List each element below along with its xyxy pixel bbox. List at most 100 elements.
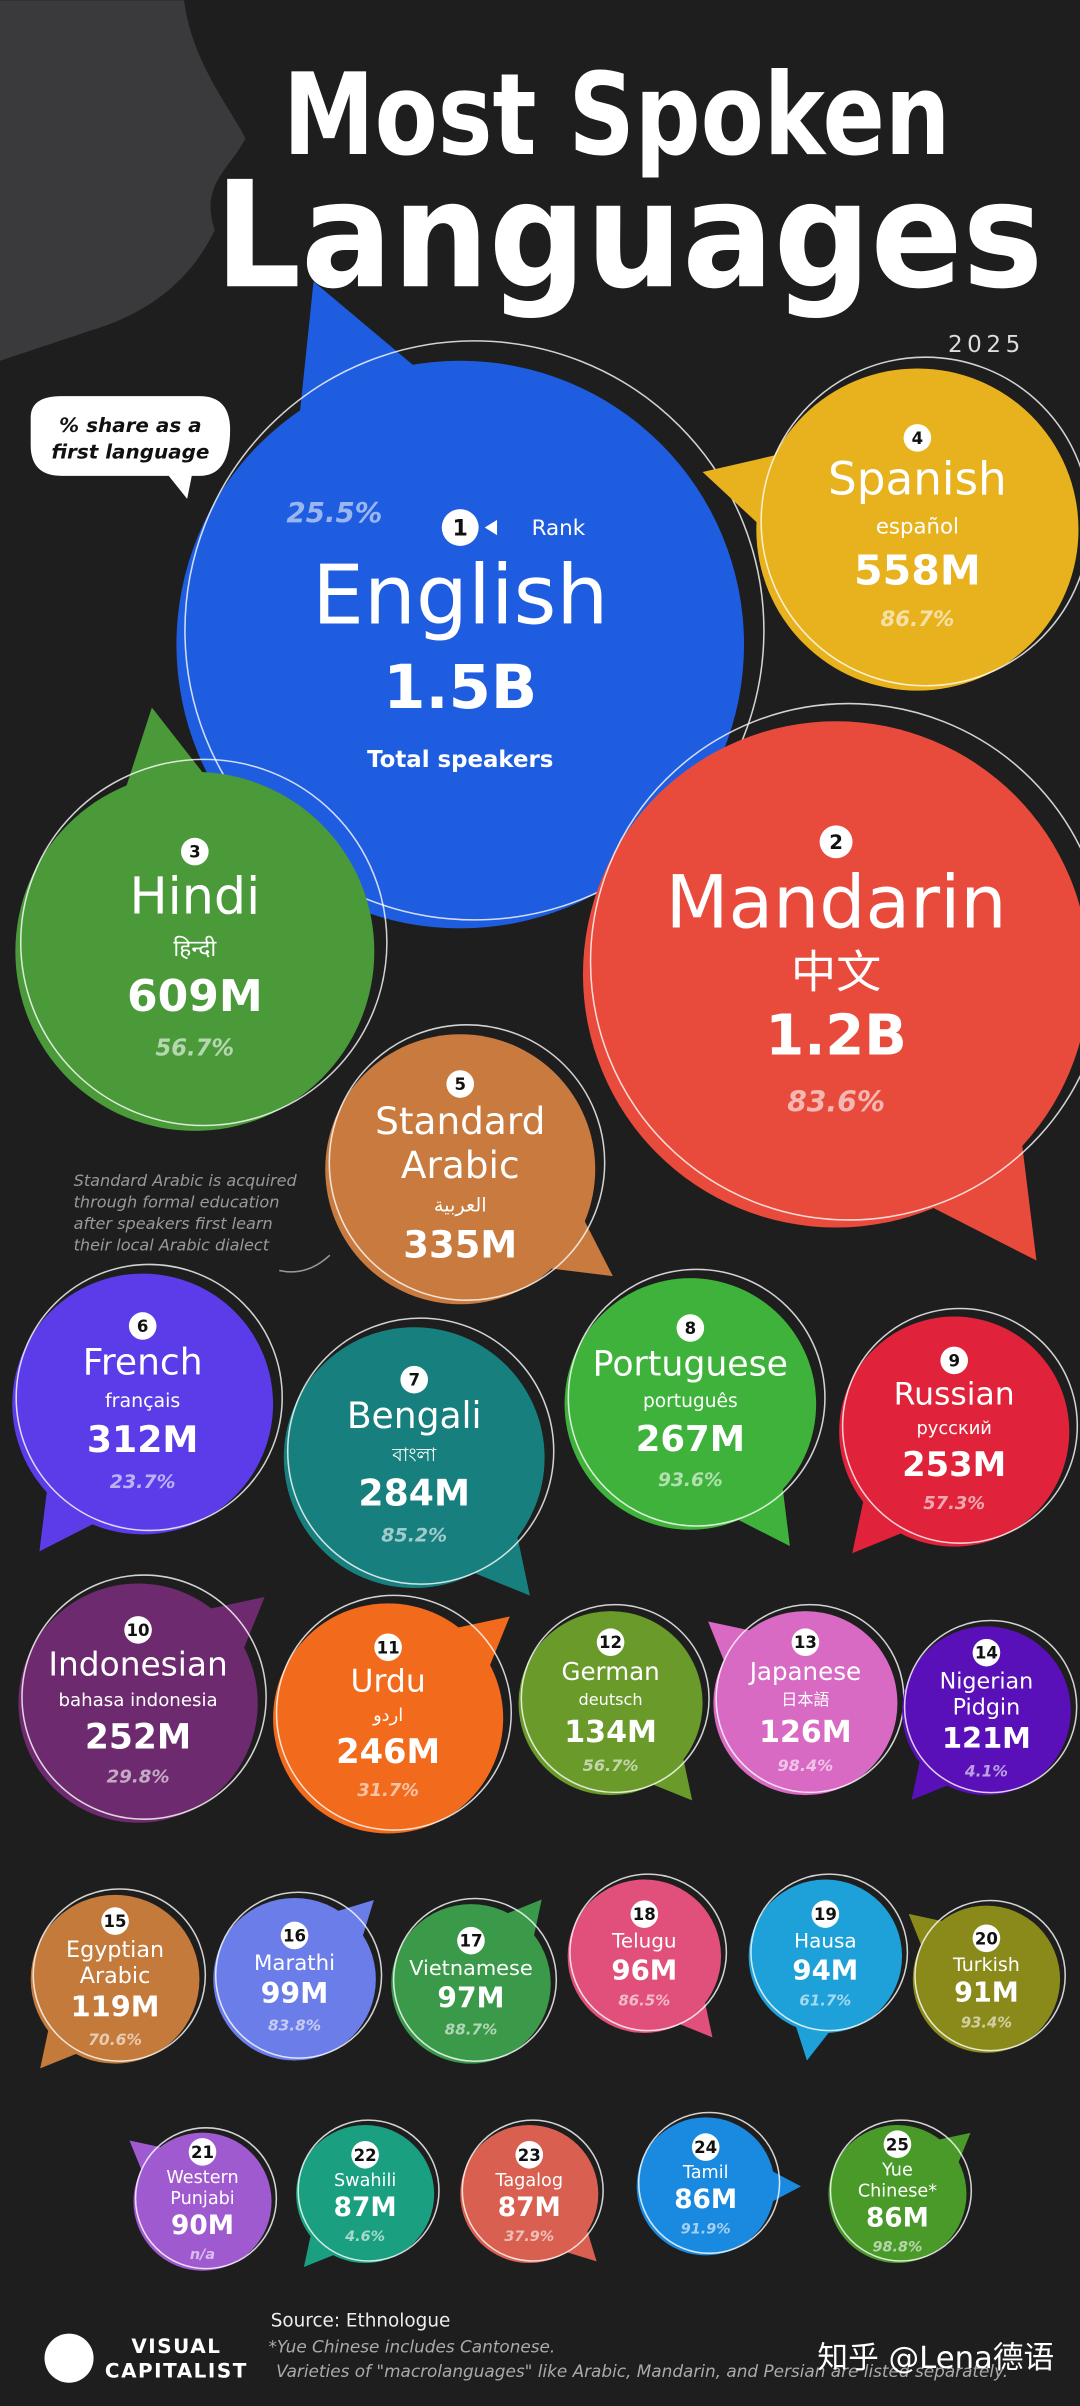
note-arrow — [279, 1254, 331, 1273]
total-speakers: 253M — [902, 1445, 1006, 1484]
language-name: Nigerian — [940, 1668, 1034, 1694]
bubble — [460, 2124, 599, 2264]
total-speakers: 609M — [127, 971, 263, 1022]
bubble-outline — [841, 1307, 1079, 1544]
total-speakers: 119M — [71, 1990, 160, 2024]
bubble-outline — [15, 1263, 283, 1532]
bubble-outline — [589, 702, 1080, 1221]
bubble — [828, 2124, 967, 2264]
bubble — [12, 1273, 274, 1535]
footnote: Varieties of "macrolanguages" like Arabi… — [276, 2361, 1008, 2381]
watermark: 知乎 @Lena德语 — [817, 2341, 1054, 2376]
total-speakers: 87M — [334, 2193, 397, 2223]
bubble — [902, 1626, 1071, 1796]
language-name: Arabic — [401, 1143, 520, 1187]
rank-badge — [441, 509, 479, 546]
total-speakers: 99M — [261, 1977, 329, 2010]
bubble-outline — [328, 1024, 606, 1301]
total-speakers: 252M — [85, 1717, 191, 1757]
first-language-share: 98.8% — [873, 2240, 923, 2256]
bubble — [518, 1611, 703, 1796]
bubble-outline — [760, 356, 1080, 687]
language-name: Turkish — [952, 1954, 1020, 1976]
rank-badge — [691, 2133, 720, 2161]
first-language-share: 86.5% — [618, 1992, 670, 2010]
bubble — [713, 1611, 898, 1796]
total-speakers: 134M — [564, 1715, 657, 1750]
language-name: Chinese* — [858, 2181, 937, 2201]
native-name: bahasa indonesia — [58, 1690, 217, 1711]
rank-label: Rank — [532, 516, 586, 541]
rank-badge — [903, 424, 932, 452]
language-name: Punjabi — [170, 2189, 234, 2209]
bubble-outline — [32, 1888, 207, 2062]
total-speakers: 94M — [792, 1953, 858, 1986]
bubble-outline — [297, 2119, 440, 2262]
bubble — [912, 1905, 1061, 2053]
total-speakers: 86M — [674, 2185, 737, 2215]
language-name: Vietnamese — [409, 1956, 532, 1980]
first-language-share: 70.6% — [88, 2031, 142, 2049]
bubble-outline — [275, 1594, 513, 1831]
language-name: English — [312, 549, 608, 644]
rank-badge — [457, 1926, 485, 1955]
total-speakers: 121M — [942, 1721, 1031, 1755]
rank-badge — [101, 1907, 129, 1935]
rank-badge — [181, 837, 209, 866]
first-language-share: 93.4% — [961, 2015, 1012, 2032]
bubble-outline — [914, 1899, 1066, 2052]
language-name: Japanese — [748, 1657, 861, 1686]
rank-badge — [630, 1900, 659, 1928]
note-line: through formal education — [74, 1193, 280, 1212]
brand: VISUAL — [131, 2334, 221, 2358]
first-language-share: 37.9% — [504, 2229, 554, 2245]
bubble-outline — [567, 1268, 826, 1527]
rank-number: 9 — [948, 1351, 960, 1370]
bubble — [15, 771, 375, 1131]
rank-number: 22 — [354, 2146, 377, 2165]
native-name: 日本語 — [781, 1690, 829, 1709]
native-name: 中文 — [791, 945, 881, 998]
first-language-share: 25.5% — [287, 496, 383, 529]
native-name: हिन्दी — [173, 935, 217, 962]
bubbles: 1 Rank English 1.5B Total speakers 25.5% 2 Mand… — [12, 281, 1080, 2271]
native-name: español — [876, 514, 959, 539]
bubble — [756, 368, 1079, 691]
bubble-outline — [829, 2119, 973, 2262]
bubble-outline — [21, 1574, 267, 1820]
first-language-share: 61.7% — [799, 1992, 851, 2010]
total-speakers: 90M — [171, 2211, 234, 2241]
language-name: Hausa — [794, 1928, 856, 1952]
first-language-share: 29.8% — [107, 1766, 170, 1787]
rank-number: 17 — [459, 1932, 482, 1951]
language-name: Egyptian — [66, 1937, 164, 1963]
language-name: Arabic — [80, 1963, 151, 1989]
native-name: deutsch — [579, 1690, 643, 1709]
legend-bubble — [30, 396, 231, 499]
first-language-share: 57.3% — [923, 1493, 985, 1514]
bubble-outline — [750, 1873, 909, 2032]
total-speakers: 87M — [498, 2193, 561, 2223]
native-name: বাংলা — [391, 1444, 436, 1466]
rank-number: 20 — [975, 1929, 998, 1948]
rank-badge — [972, 1638, 1001, 1667]
rank-number: 5 — [454, 1075, 466, 1094]
language-name: Swahili — [334, 2171, 396, 2191]
first-language-share: 23.7% — [110, 1471, 176, 1493]
language-name: Tamil — [682, 2163, 729, 2183]
title-line-1: Most Spoken — [283, 49, 950, 181]
rank-number: 15 — [104, 1912, 127, 1931]
bubble-outline — [569, 1873, 728, 2032]
bubble — [839, 1316, 1070, 1547]
rank-badge — [819, 825, 853, 859]
rank-badge — [515, 2140, 544, 2169]
bubble — [273, 1603, 504, 1834]
bubble — [636, 2117, 775, 2256]
note-line: after speakers first learn — [74, 1214, 273, 1233]
rank-badge — [596, 1628, 625, 1657]
rank-number: 10 — [127, 1621, 150, 1640]
bubble — [283, 1327, 545, 1589]
note-line: Standard Arabic is acquired — [74, 1171, 298, 1190]
rank-number: 23 — [518, 2146, 541, 2165]
native-name: اردو — [372, 1705, 403, 1726]
